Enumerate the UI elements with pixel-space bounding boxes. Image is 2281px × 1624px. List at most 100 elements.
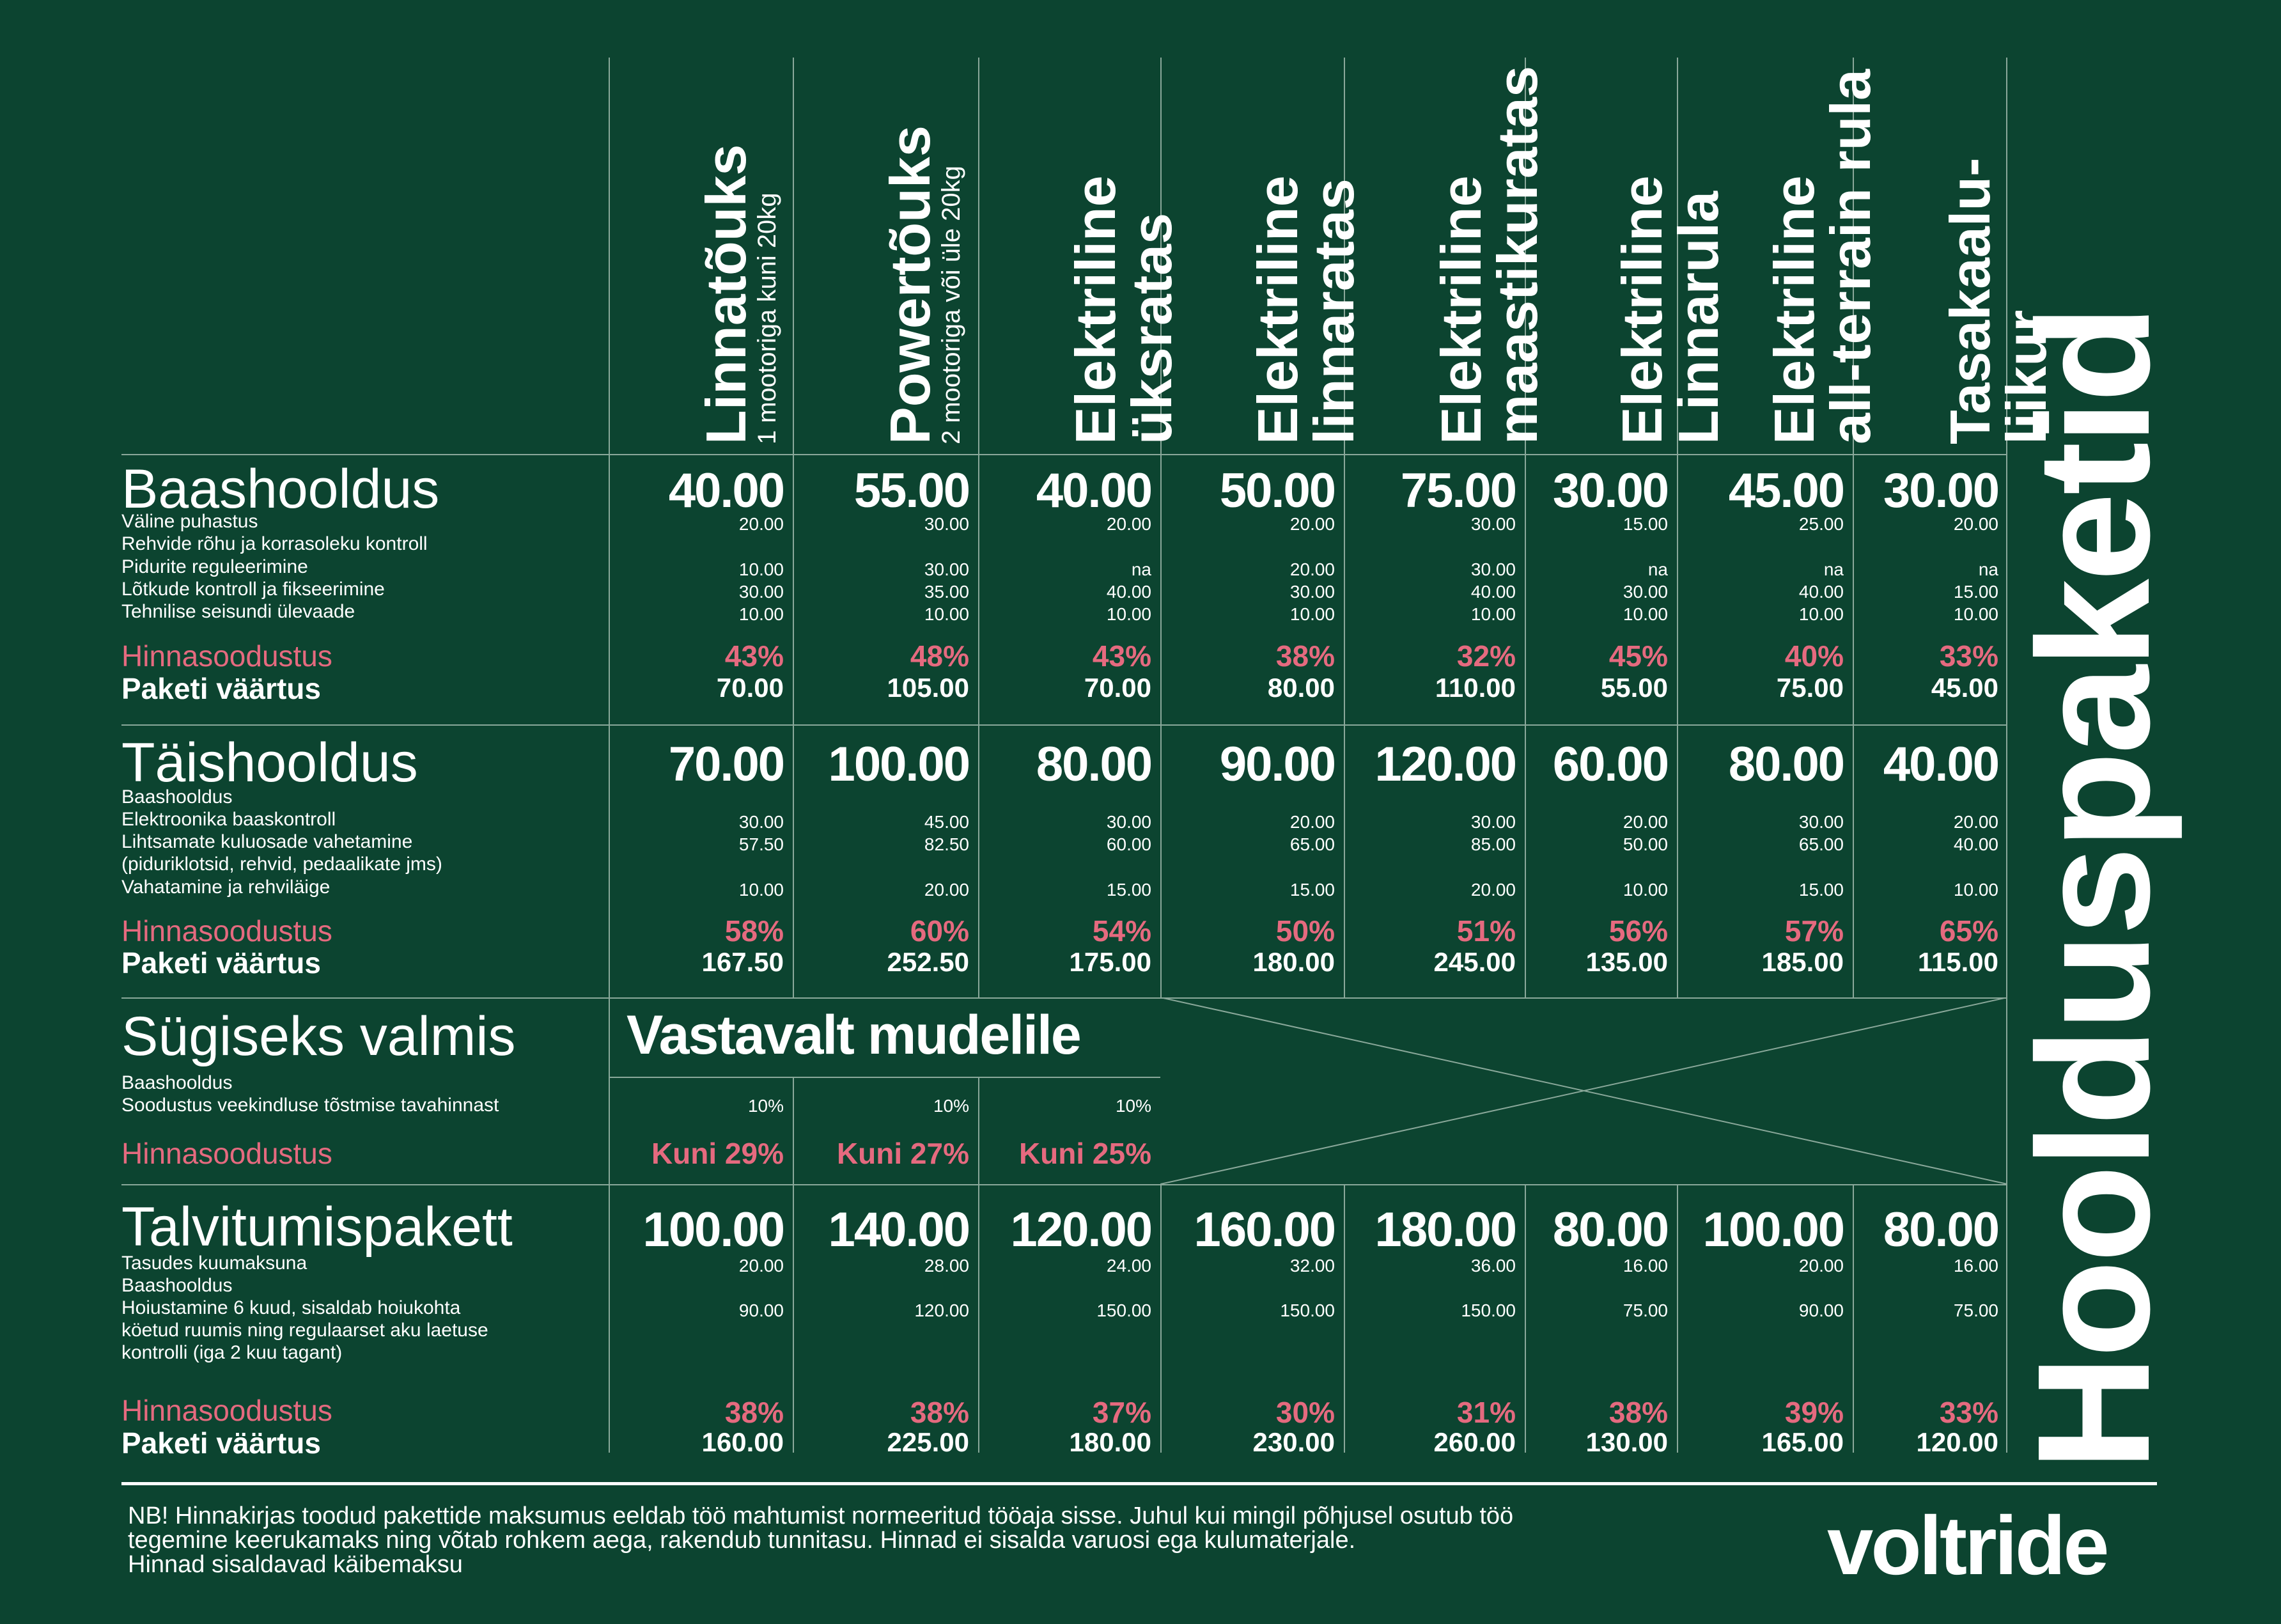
- item-label: Rehvide rõhu ja korrasoleku kontroll: [121, 533, 428, 554]
- package-value-label: Paketi väärtus: [121, 672, 321, 705]
- column-header-label: linnaratas: [1302, 178, 1366, 444]
- column-divider: [1525, 1184, 1526, 1453]
- package-price: 160.00: [1194, 1203, 1336, 1257]
- item-value: 15.00: [1106, 880, 1151, 900]
- not-applicable-cross: [1160, 997, 2007, 1185]
- item-value: 10.00: [738, 559, 784, 579]
- discount-value: 32%: [1456, 639, 1516, 673]
- discount-value: 51%: [1456, 914, 1516, 948]
- item-label: kontrolli (iga 2 kuu tagant): [121, 1342, 343, 1363]
- item-value: na: [1131, 559, 1151, 579]
- discount-value: 38%: [724, 1396, 784, 1429]
- item-value: na: [1647, 559, 1668, 579]
- item-value: 150.00: [1461, 1300, 1516, 1320]
- discount-value: 56%: [1608, 914, 1668, 948]
- table-right-border: [2006, 58, 2007, 1453]
- item-value: 60.00: [1106, 834, 1151, 854]
- item-value: 65.00: [1289, 834, 1335, 854]
- discount-value: 40%: [1784, 639, 1844, 673]
- item-value: 75.00: [1953, 1300, 1998, 1320]
- package-value: 80.00: [1267, 673, 1335, 703]
- package-value: 110.00: [1435, 673, 1516, 703]
- package-value: 230.00: [1252, 1427, 1335, 1457]
- item-value: 15.00: [1623, 514, 1668, 534]
- row-divider: [121, 724, 2007, 726]
- item-value: 50.00: [1623, 834, 1668, 854]
- item-value: 15.00: [1953, 582, 1998, 602]
- discount-value: 45%: [1608, 639, 1668, 673]
- discount-value: 39%: [1784, 1396, 1844, 1429]
- package-value: 260.00: [1433, 1427, 1516, 1457]
- column-header-subtitle: 2 mootoriga või üle 20kg: [937, 166, 965, 444]
- column-header-label: Linnarula: [1667, 191, 1730, 444]
- column-header: Powertõuks 2 mootoriga või üle 20kg: [878, 61, 965, 444]
- item-value: 40.00: [1953, 834, 1998, 854]
- item-value: na: [1823, 559, 1844, 579]
- discount-value: 30%: [1275, 1396, 1335, 1429]
- discount-label: Hinnasoodustus: [121, 1394, 332, 1427]
- package-price: 120.00: [1010, 1203, 1153, 1257]
- section-title: Sügiseks valmis: [121, 1006, 516, 1067]
- discount-value: Kuni 29%: [651, 1137, 784, 1170]
- item-value: 10.00: [1953, 880, 1998, 900]
- item-value: 10.00: [1623, 604, 1668, 624]
- item-label: köetud ruumis ning regulaarset aku laetu…: [121, 1320, 488, 1341]
- row-divider: [609, 1077, 1160, 1078]
- column-divider: [609, 58, 610, 1453]
- discount-value: Kuni 25%: [1018, 1137, 1151, 1170]
- column-divider: [793, 1077, 794, 1453]
- column-header-label: Linnatõuks: [694, 144, 758, 444]
- column-header-label: Elektriline: [1610, 175, 1674, 444]
- column-header-label: all-terrain rula: [1819, 69, 1882, 444]
- item-value: 32.00: [1289, 1256, 1335, 1276]
- package-price: 100.00: [642, 1203, 785, 1257]
- discount-value: 31%: [1456, 1396, 1516, 1429]
- item-value: 40.00: [1798, 582, 1844, 602]
- item-label: Väline puhastus: [121, 511, 258, 532]
- item-value: 10.00: [1106, 604, 1151, 624]
- column-divider: [1160, 1184, 1162, 1453]
- item-label: Baashooldus: [121, 1275, 233, 1296]
- item-label: Pidurite reguleerimine: [121, 556, 308, 577]
- row-divider: [121, 1184, 2007, 1185]
- column-header-label: üksratas: [1120, 212, 1183, 444]
- footer-note: NB! Hinnakirjas toodud pakettide maksumu…: [128, 1504, 1854, 1577]
- package-price: 40.00: [668, 464, 785, 518]
- item-label: Elektroonika baaskontroll: [121, 809, 336, 830]
- item-value: 20.00: [738, 514, 784, 534]
- column-divider: [1853, 1184, 1854, 1453]
- discount-value: 50%: [1275, 914, 1335, 948]
- column-header: Elektriline üksratas: [1064, 61, 1183, 444]
- discount-label: Hinnasoodustus: [121, 914, 332, 948]
- column-header: Elektriline all-terrain rula: [1763, 61, 1882, 444]
- package-price: 45.00: [1728, 464, 1845, 518]
- item-value: 30.00: [1470, 559, 1516, 579]
- package-value: 75.00: [1776, 673, 1844, 703]
- discount-label: Hinnasoodustus: [121, 639, 332, 673]
- package-value: 130.00: [1585, 1427, 1668, 1457]
- section-title: Talvitumispakett: [121, 1196, 513, 1258]
- cross-line: [1160, 997, 2007, 1185]
- package-value: 225.00: [887, 1427, 969, 1457]
- item-label: Baashooldus: [121, 1072, 233, 1093]
- package-price: 80.00: [1552, 1203, 1669, 1257]
- column-header-label: Powertõuks: [878, 125, 942, 444]
- discount-value: 33%: [1939, 1396, 1998, 1429]
- column-divider: [978, 58, 979, 997]
- column-header: Elektriline linnaratas: [1246, 61, 1366, 444]
- item-value: 20.00: [738, 1256, 784, 1276]
- item-value: 65.00: [1798, 834, 1844, 854]
- item-value: 10.00: [924, 604, 969, 624]
- item-value: 30.00: [924, 514, 969, 534]
- discount-value: 43%: [724, 639, 784, 673]
- column-divider: [1525, 58, 1526, 997]
- column-header: Linnatõuks 1 mootoriga kuni 20kg: [694, 61, 781, 444]
- item-label: Baashooldus: [121, 786, 233, 808]
- package-price: 100.00: [1702, 1203, 1845, 1257]
- column-divider: [1677, 1184, 1678, 1453]
- item-value: 10%: [747, 1096, 784, 1116]
- item-value: 35.00: [924, 582, 969, 602]
- package-price: 50.00: [1219, 464, 1336, 518]
- item-value: 30.00: [1798, 812, 1844, 832]
- column-header-label: Elektriline: [1763, 175, 1826, 444]
